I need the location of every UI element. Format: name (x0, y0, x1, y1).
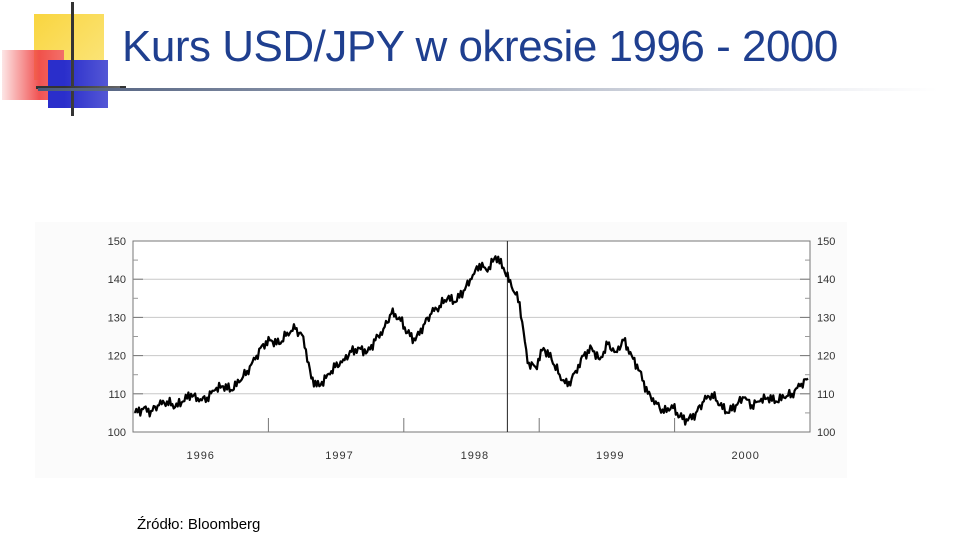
deco-light-fade (64, 60, 120, 108)
x-year-label: 1997 (325, 450, 353, 462)
y-tick-label-right: 140 (817, 274, 835, 286)
x-year-label: 1998 (461, 450, 489, 462)
x-year-label: 2000 (731, 450, 759, 462)
deco-blue-square (48, 60, 108, 108)
page-title: Kurs USD/JPY w okresie 1996 - 2000 (122, 22, 838, 71)
title-underline (38, 88, 938, 91)
y-tick-label-left: 150 (108, 236, 126, 248)
deco-vertical-line (71, 2, 74, 116)
y-tick-label-right: 100 (817, 427, 835, 439)
x-year-label: 1999 (596, 450, 624, 462)
x-year-label: 1996 (186, 450, 214, 462)
y-tick-label-left: 140 (108, 274, 126, 286)
y-tick-label-left: 130 (108, 312, 126, 324)
usd-jpy-series-line (133, 255, 809, 426)
y-tick-label-left: 100 (108, 427, 126, 439)
y-tick-label-right: 120 (817, 351, 835, 363)
plot-frame (132, 240, 811, 433)
usd-jpy-line-chart: 100 100 110 110 120 120 130 130 140 140 150 150 1996… (108, 236, 836, 462)
y-tick-label-right: 110 (817, 389, 835, 401)
y-tick-label-left: 120 (108, 351, 126, 363)
source-note: Źródło: Bloomberg (137, 516, 261, 533)
y-tick-label-right: 130 (817, 312, 835, 324)
y-tick-label-left: 110 (108, 389, 126, 401)
y-tick-label-right: 150 (817, 236, 835, 248)
deco-horizontal-line (36, 86, 126, 89)
